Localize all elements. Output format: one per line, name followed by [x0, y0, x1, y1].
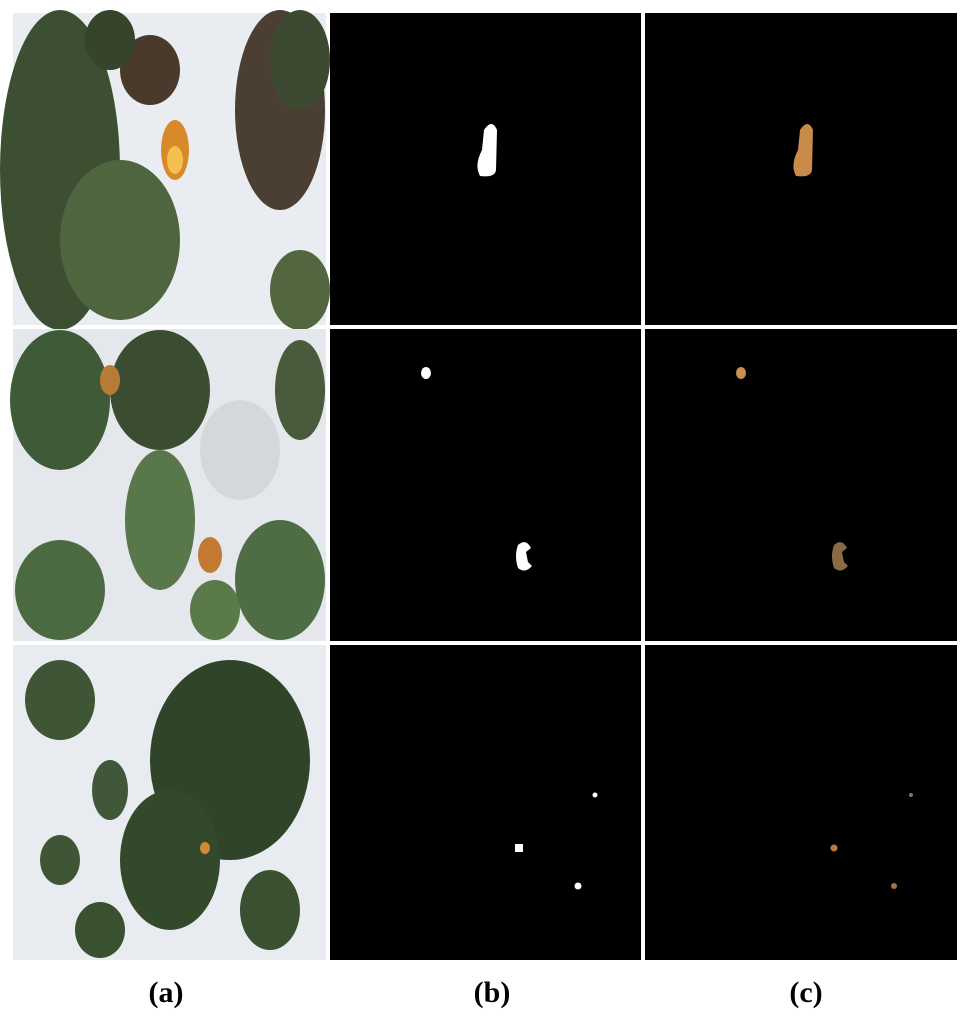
trees — [60, 160, 180, 320]
trees — [110, 330, 210, 450]
trees — [92, 760, 128, 820]
trees — [120, 790, 220, 930]
panel-label: (a) — [149, 976, 184, 1009]
trees — [270, 10, 330, 110]
overlay-blob — [830, 844, 838, 852]
fire — [198, 537, 222, 573]
trees — [15, 540, 105, 640]
trees — [85, 10, 135, 70]
trees — [75, 902, 125, 958]
trees — [40, 835, 80, 885]
photo-1 — [0, 10, 330, 330]
trees — [10, 330, 110, 470]
fire — [200, 842, 210, 854]
photo-3 — [13, 645, 326, 960]
overlay-blob — [891, 883, 897, 889]
overlay-blob — [793, 124, 813, 177]
mask-3 — [330, 645, 641, 960]
fire — [100, 365, 120, 395]
mask-blob — [592, 792, 598, 798]
panel-label: (b) — [474, 976, 511, 1009]
mask-blob — [515, 844, 523, 852]
stump — [120, 35, 180, 105]
trees — [125, 450, 195, 590]
mask-blob — [421, 367, 431, 379]
mask-blob — [477, 124, 497, 177]
mask-2 — [330, 329, 641, 641]
trees — [190, 580, 240, 640]
overlay-blob — [832, 542, 848, 571]
trees — [25, 660, 95, 740]
overlay-blob — [909, 793, 913, 797]
panel-label: (c) — [789, 976, 822, 1009]
trees — [240, 870, 300, 950]
overlay-2 — [645, 329, 957, 641]
mask-blob — [516, 542, 532, 571]
trees — [275, 340, 325, 440]
photo-2 — [10, 329, 326, 641]
overlay-blob — [736, 367, 746, 379]
overlay-3 — [645, 645, 957, 960]
smoke — [200, 400, 280, 500]
trees — [235, 520, 325, 640]
mask-blob — [574, 882, 582, 890]
trees — [270, 250, 330, 330]
fire — [167, 146, 183, 174]
